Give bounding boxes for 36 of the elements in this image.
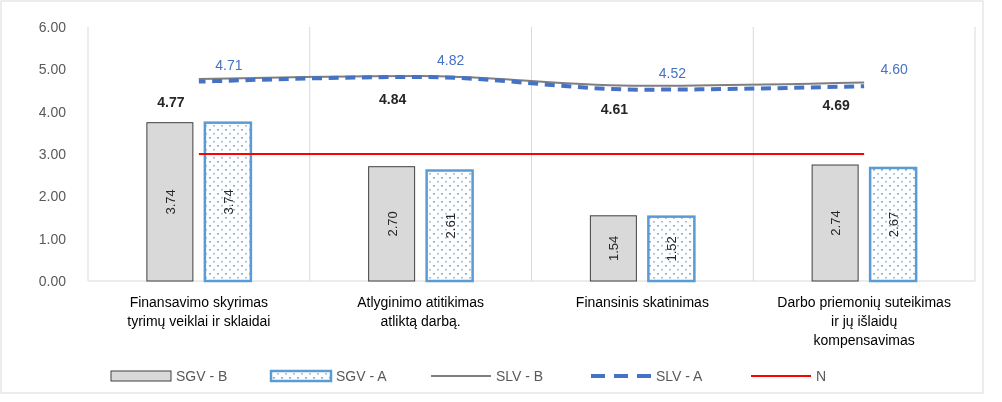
data-label: 3.74 — [162, 189, 178, 215]
data-label: 3.74 — [220, 189, 236, 215]
data-label: 4.52 — [658, 64, 687, 81]
data-label: 2.70 — [384, 211, 400, 237]
data-label: 4.82 — [437, 51, 465, 68]
legend-label: SGV - B — [176, 367, 228, 384]
y-tick-label: 1.00 — [38, 230, 67, 247]
y-tick-label: 4.00 — [38, 103, 67, 120]
legend-label: SLV - B — [496, 367, 544, 384]
y-tick-label: 0.00 — [38, 272, 67, 289]
y-tick-label: 3.00 — [38, 145, 67, 162]
data-label: 4.69 — [822, 97, 850, 114]
bar — [425, 169, 474, 283]
data-label: 4.77 — [157, 94, 185, 111]
bar — [203, 121, 253, 283]
x-tick-label: Finansinis skatinimas — [575, 294, 709, 310]
data-label: 1.54 — [606, 235, 622, 262]
legend-label: SLV - A — [656, 367, 704, 384]
data-label: 4.84 — [379, 91, 407, 108]
y-tick-label: 6.00 — [38, 18, 67, 35]
bar — [647, 215, 696, 283]
data-label: 1.52 — [664, 236, 680, 262]
y-tick-label: 2.00 — [38, 188, 67, 205]
data-label: 4.61 — [600, 100, 629, 117]
x-tick-label: Atlyginimo atitikimas atliktą darbą. — [357, 294, 485, 329]
legend-label: SGV - A — [336, 367, 388, 384]
x-tick-label: Darbo priemonių suteikimas ir jų išlaidų kompensavimas — [777, 294, 951, 348]
bar — [868, 166, 918, 283]
y-tick-label: 5.00 — [38, 61, 67, 78]
x-tick-label: Finansavimo skyrimas tyrimų veiklai ir sklaidai — [127, 294, 271, 329]
data-label: 4.60 — [880, 61, 908, 78]
legend-label: N — [816, 367, 827, 384]
data-label: 2.61 — [442, 213, 458, 239]
data-label: 2.67 — [886, 211, 902, 238]
data-label: 2.74 — [828, 210, 844, 236]
data-label: 4.71 — [215, 56, 243, 73]
